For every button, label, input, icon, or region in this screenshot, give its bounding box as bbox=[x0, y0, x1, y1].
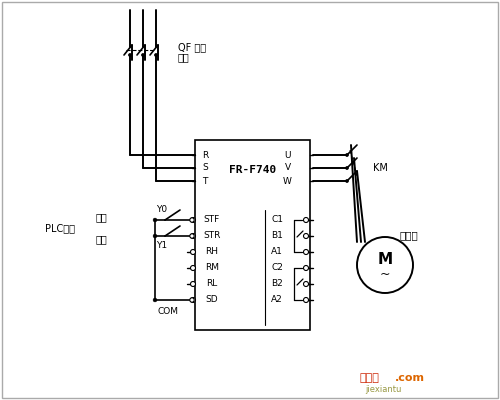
Circle shape bbox=[190, 282, 196, 286]
Text: C1: C1 bbox=[271, 216, 283, 224]
Text: RH: RH bbox=[206, 248, 218, 256]
Text: jiexiantu: jiexiantu bbox=[365, 386, 402, 394]
Circle shape bbox=[304, 250, 308, 254]
Text: FR-F740: FR-F740 bbox=[229, 165, 276, 175]
Circle shape bbox=[190, 250, 196, 254]
Circle shape bbox=[190, 234, 196, 238]
Text: .com: .com bbox=[395, 373, 425, 383]
Circle shape bbox=[304, 218, 308, 222]
Text: W: W bbox=[283, 176, 292, 186]
Text: B2: B2 bbox=[271, 280, 283, 288]
Circle shape bbox=[190, 298, 196, 302]
Text: STR: STR bbox=[204, 232, 220, 240]
Text: Y0: Y0 bbox=[156, 206, 168, 214]
Text: RL: RL bbox=[206, 280, 218, 288]
Circle shape bbox=[190, 234, 194, 238]
Text: RM: RM bbox=[205, 264, 219, 272]
Circle shape bbox=[154, 54, 158, 56]
Circle shape bbox=[128, 54, 132, 56]
Circle shape bbox=[346, 166, 348, 170]
Circle shape bbox=[153, 234, 157, 238]
Text: U: U bbox=[284, 150, 291, 160]
Circle shape bbox=[190, 266, 196, 270]
Circle shape bbox=[142, 54, 144, 56]
Text: 开关: 开关 bbox=[178, 52, 190, 62]
Text: Y1: Y1 bbox=[156, 242, 168, 250]
Bar bbox=[195, 140, 310, 330]
Text: 接线图: 接线图 bbox=[360, 373, 380, 383]
Text: QF 电源: QF 电源 bbox=[178, 42, 206, 52]
Circle shape bbox=[304, 266, 308, 270]
Text: A2: A2 bbox=[271, 296, 283, 304]
Text: A1: A1 bbox=[271, 248, 283, 256]
Text: KM: KM bbox=[373, 163, 388, 173]
Circle shape bbox=[346, 180, 348, 182]
Text: SD: SD bbox=[206, 296, 218, 304]
Circle shape bbox=[304, 282, 308, 286]
Text: PLC控制: PLC控制 bbox=[45, 223, 75, 233]
Circle shape bbox=[304, 298, 308, 302]
Text: B1: B1 bbox=[271, 232, 283, 240]
Text: R: R bbox=[202, 150, 208, 160]
Text: 正转: 正转 bbox=[95, 212, 107, 222]
Text: S: S bbox=[202, 164, 208, 172]
Text: ~: ~ bbox=[380, 268, 390, 280]
Text: COM: COM bbox=[157, 308, 178, 316]
Text: M: M bbox=[378, 252, 392, 268]
Text: 接触器: 接触器 bbox=[400, 230, 419, 240]
Text: STF: STF bbox=[204, 216, 220, 224]
Circle shape bbox=[153, 298, 157, 302]
Circle shape bbox=[304, 234, 308, 238]
Text: V: V bbox=[284, 164, 290, 172]
Circle shape bbox=[190, 298, 194, 302]
Circle shape bbox=[190, 218, 194, 222]
Circle shape bbox=[190, 218, 196, 222]
Text: C2: C2 bbox=[271, 264, 283, 272]
Text: 反转: 反转 bbox=[95, 234, 107, 244]
Text: T: T bbox=[202, 176, 207, 186]
Circle shape bbox=[153, 218, 157, 222]
Circle shape bbox=[346, 154, 348, 156]
